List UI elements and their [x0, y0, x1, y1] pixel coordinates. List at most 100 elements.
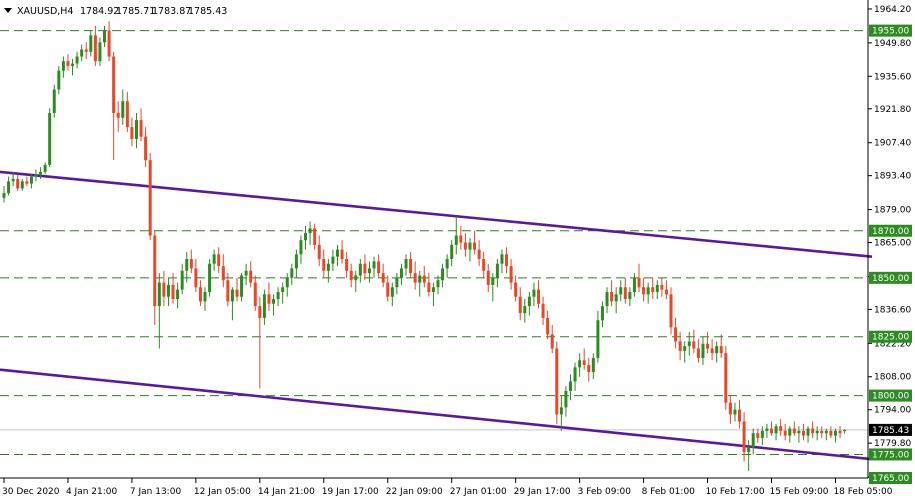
x-tick-label: 27 Jan 01:00	[450, 487, 507, 497]
candle	[491, 273, 495, 302]
candle	[473, 230, 477, 255]
candle-body	[189, 259, 193, 269]
candle-body	[779, 426, 783, 431]
candle-body	[843, 429, 847, 432]
candle-body	[687, 341, 691, 347]
candle-body	[738, 409, 742, 422]
candle	[820, 426, 824, 438]
candle-body	[107, 30, 111, 57]
candle	[308, 221, 312, 245]
level-tag-label: 1955.00	[872, 27, 909, 37]
candle-body	[395, 277, 399, 288]
candle	[25, 176, 29, 187]
candle	[84, 42, 88, 59]
candle	[276, 287, 280, 307]
candle-body	[57, 70, 61, 90]
candle	[751, 428, 755, 455]
candle-body	[605, 291, 609, 307]
candle	[80, 44, 84, 62]
candle	[532, 282, 536, 307]
candle	[829, 426, 833, 438]
candle	[591, 353, 595, 380]
candle-body	[774, 426, 778, 434]
trendlines	[0, 170, 873, 461]
candle-body	[459, 235, 463, 243]
level-tag-label: 1825.00	[872, 333, 909, 343]
candle	[240, 273, 244, 302]
candle	[660, 277, 664, 297]
candle-body	[180, 270, 184, 290]
candle	[587, 357, 591, 382]
candle-body	[20, 181, 24, 189]
x-tick-label: 30 Dec 2020	[2, 487, 60, 497]
candle-body	[582, 360, 586, 365]
candle-body	[559, 407, 563, 415]
candle-body	[619, 287, 623, 295]
current-price-tag	[869, 423, 912, 436]
candle	[57, 65, 61, 95]
candle	[148, 153, 152, 241]
candle	[450, 240, 454, 267]
candle-body	[399, 268, 403, 278]
candle-body	[783, 430, 787, 436]
candle-body	[637, 277, 641, 288]
candle	[769, 421, 773, 436]
candle	[765, 423, 769, 438]
candle	[367, 261, 371, 283]
candle	[801, 423, 805, 441]
candle	[747, 440, 751, 471]
candle-body	[249, 270, 253, 283]
candle-body	[386, 282, 390, 297]
ohlc-low: 1783.87	[152, 6, 191, 17]
level-tag	[869, 224, 912, 237]
candle	[395, 273, 399, 295]
candle-body	[660, 284, 664, 290]
candle-body	[664, 289, 668, 295]
candle-body	[450, 244, 454, 260]
candle-body	[290, 268, 294, 278]
trendline[interactable]	[0, 170, 873, 258]
candle	[468, 237, 472, 262]
candle	[162, 270, 166, 307]
candle	[788, 426, 792, 443]
candle-body	[756, 433, 760, 438]
candle-body	[445, 259, 449, 269]
candle-body	[367, 268, 371, 274]
candle	[614, 287, 618, 314]
candle-body	[29, 176, 33, 184]
candle-body	[354, 275, 358, 281]
candle-body	[792, 428, 796, 434]
candle	[724, 346, 728, 410]
candle	[358, 259, 362, 283]
candle-body	[541, 303, 545, 318]
candle	[285, 273, 289, 297]
candle	[7, 176, 11, 196]
candle	[185, 251, 189, 283]
candle-body	[482, 259, 486, 271]
candle	[176, 282, 180, 309]
candle	[806, 426, 810, 443]
candle	[203, 287, 207, 311]
candle-body	[125, 101, 129, 128]
candle	[244, 263, 248, 285]
candle-body	[25, 181, 29, 184]
y-tick-label: 1822.20	[874, 339, 911, 349]
candle-body	[614, 294, 618, 302]
candle-body	[203, 291, 207, 302]
candle-body	[829, 430, 833, 436]
level-tag-label: 1765.00	[872, 474, 909, 484]
x-tick-label: 18 Feb 05:00	[833, 487, 892, 497]
candle	[779, 419, 783, 436]
candle	[121, 89, 125, 125]
candle	[11, 171, 15, 187]
trendline[interactable]	[0, 368, 873, 461]
candle-body	[317, 244, 321, 260]
candle	[427, 273, 431, 297]
candle-body	[345, 259, 349, 271]
candle-body	[527, 296, 531, 307]
candle-body	[103, 30, 107, 43]
x-tick-label: 8 Feb 01:00	[642, 487, 696, 497]
candle	[235, 277, 239, 302]
dropdown-arrow-icon[interactable]	[4, 8, 12, 13]
